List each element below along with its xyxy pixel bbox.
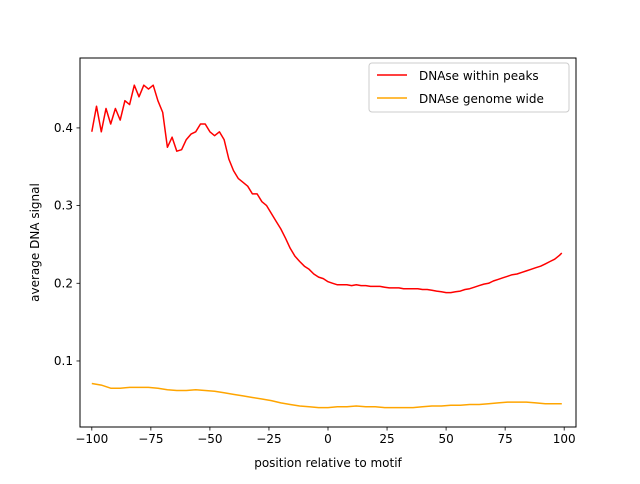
series-line-genome-wide [91, 382, 562, 409]
plot-area [91, 84, 563, 409]
y-tick-label: 0.1 [54, 354, 73, 368]
x-axis-label: position relative to motif [254, 456, 402, 470]
x-axis: −100 −75 −50 −25 0 25 50 75 100 [75, 427, 576, 446]
x-tick-label: 25 [379, 432, 394, 446]
legend: DNAse within peaks DNAse genome wide [368, 62, 570, 113]
y-axis: 0.1 0.2 0.3 0.4 [54, 121, 80, 368]
x-tick-label: 75 [498, 432, 513, 446]
x-tick-label: −75 [138, 432, 163, 446]
legend-label-genome-wide: DNAse genome wide [419, 92, 544, 106]
x-tick-label: −25 [256, 432, 281, 446]
series-line-within-peaks [91, 84, 563, 294]
x-tick-label: −100 [75, 432, 108, 446]
x-tick-label: 0 [324, 432, 332, 446]
y-tick-label: 0.2 [54, 276, 73, 290]
y-tick-label: 0.3 [54, 199, 73, 213]
y-axis-label: average DNA signal [28, 183, 42, 302]
y-tick-label: 0.4 [54, 121, 73, 135]
legend-box [368, 62, 570, 113]
x-tick-label: −50 [197, 432, 222, 446]
x-tick-label: 100 [553, 432, 576, 446]
x-tick-label: 50 [438, 432, 453, 446]
legend-label-within-peaks: DNAse within peaks [419, 69, 539, 83]
